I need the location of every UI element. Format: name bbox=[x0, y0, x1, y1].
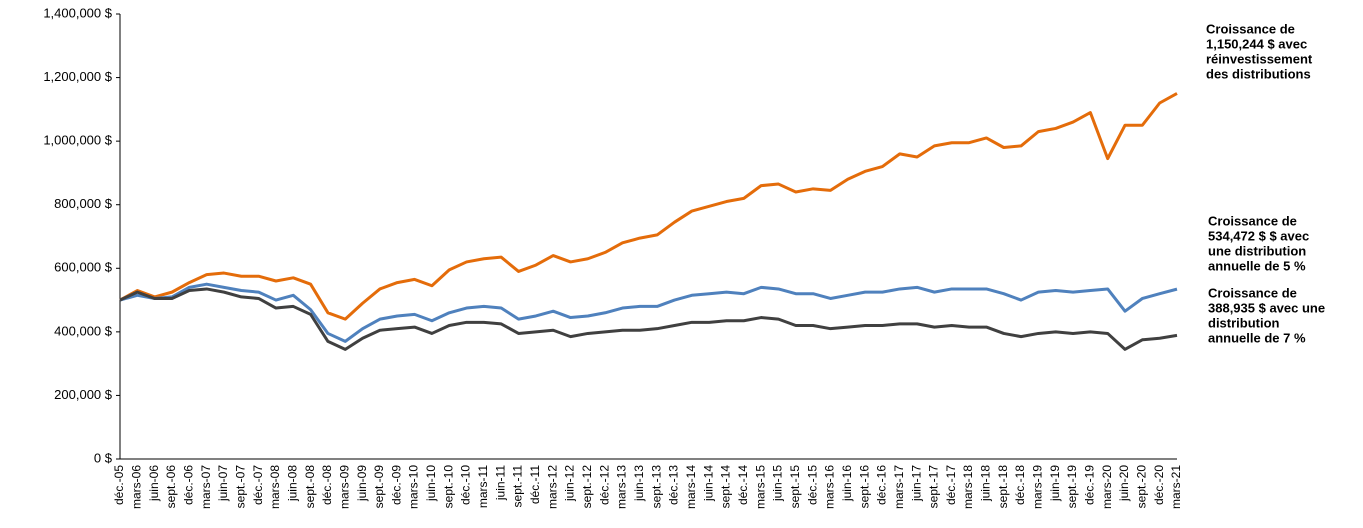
x-tick-label: juin-07 bbox=[216, 465, 230, 502]
x-tick-label: mars-13 bbox=[615, 465, 629, 509]
x-tick-label: déc.-15 bbox=[805, 465, 819, 505]
annotation: 1,150,244 $ avec bbox=[1206, 36, 1307, 51]
x-tick-label: déc.-06 bbox=[181, 465, 195, 505]
annotation: 534,472 $ $ avec bbox=[1208, 228, 1309, 243]
x-tick-label: juin-08 bbox=[285, 465, 299, 502]
x-tick-label: sept.-16 bbox=[857, 465, 871, 509]
x-tick-label: déc.-11 bbox=[528, 465, 542, 504]
x-tick-label: sept.-18 bbox=[996, 465, 1010, 509]
series-line bbox=[119, 287, 1178, 351]
x-tick-label: déc.-19 bbox=[1083, 465, 1097, 505]
x-tick-label: sept.-19 bbox=[1065, 465, 1079, 509]
y-tick-label: 1,000,000 $ bbox=[43, 133, 112, 148]
x-tick-label: juin-11 bbox=[493, 465, 507, 501]
x-tick-label: mars-20 bbox=[1100, 465, 1114, 509]
x-tick-label: déc.-14 bbox=[736, 465, 750, 505]
x-tick-label: sept.-09 bbox=[372, 465, 386, 509]
x-tick-label: sept.-10 bbox=[441, 465, 455, 509]
annotation: Croissance de bbox=[1208, 285, 1297, 300]
x-tick-label: juin-15 bbox=[771, 465, 785, 502]
x-tick-label: sept.-11 bbox=[511, 465, 525, 508]
x-tick-label: mars-09 bbox=[337, 465, 351, 509]
x-tick-label: sept.-08 bbox=[303, 465, 317, 509]
x-tick-label: mars-08 bbox=[268, 465, 282, 509]
x-tick-label: sept.-07 bbox=[233, 465, 247, 509]
annotation: annuelle de 7 % bbox=[1208, 330, 1306, 345]
x-tick-label: juin-16 bbox=[840, 465, 854, 502]
x-tick-label: sept.-20 bbox=[1135, 465, 1149, 509]
x-tick-label: déc.-09 bbox=[389, 465, 403, 505]
series-line bbox=[119, 282, 1178, 343]
annotation: Croissance de bbox=[1208, 213, 1297, 228]
annotation: réinvestissement bbox=[1206, 51, 1313, 66]
series-line bbox=[119, 92, 1178, 321]
x-tick-label: déc.-17 bbox=[944, 465, 958, 505]
y-tick-label: 0 $ bbox=[94, 450, 113, 465]
x-tick-label: sept.-14 bbox=[719, 465, 733, 509]
x-tick-label: déc.-12 bbox=[597, 465, 611, 505]
annotation: des distributions bbox=[1206, 66, 1311, 81]
x-tick-label: sept.-06 bbox=[164, 465, 178, 509]
x-tick-label: déc.-10 bbox=[459, 465, 473, 505]
x-tick-label: mars-18 bbox=[961, 465, 975, 509]
x-tick-label: juin-09 bbox=[355, 465, 369, 502]
x-tick-label: juin-19 bbox=[1048, 465, 1062, 502]
x-tick-label: déc.-07 bbox=[251, 465, 265, 505]
x-tick-label: mars-16 bbox=[823, 465, 837, 509]
annotation: une distribution bbox=[1208, 243, 1306, 258]
x-tick-label: mars-07 bbox=[199, 465, 213, 509]
x-tick-label: sept.-15 bbox=[788, 465, 802, 509]
x-tick-label: déc.-16 bbox=[875, 465, 889, 505]
x-tick-label: mars-14 bbox=[684, 465, 698, 509]
x-tick-label: juin-06 bbox=[147, 465, 161, 502]
x-tick-label: juin-13 bbox=[632, 465, 646, 502]
x-tick-label: juin-10 bbox=[424, 465, 438, 502]
annotation: annuelle de 5 % bbox=[1208, 258, 1306, 273]
y-tick-label: 1,400,000 $ bbox=[43, 5, 112, 20]
x-tick-label: déc.-05 bbox=[112, 465, 126, 505]
x-tick-label: mars-10 bbox=[407, 465, 421, 509]
x-tick-label: mars-19 bbox=[1031, 465, 1045, 509]
x-tick-label: sept.-13 bbox=[649, 465, 663, 509]
x-tick-label: mars-12 bbox=[545, 465, 559, 509]
x-tick-label: sept.-12 bbox=[580, 465, 594, 509]
x-tick-label: juin-18 bbox=[979, 465, 993, 502]
x-tick-label: mars-17 bbox=[892, 465, 906, 509]
x-tick-label: déc.-13 bbox=[667, 465, 681, 505]
y-tick-label: 600,000 $ bbox=[54, 260, 113, 275]
x-tick-label: juin-12 bbox=[563, 465, 577, 502]
x-tick-label: mars-06 bbox=[129, 465, 143, 509]
x-tick-label: juin-20 bbox=[1117, 465, 1131, 502]
x-tick-label: déc.-08 bbox=[320, 465, 334, 505]
x-tick-label: sept.-17 bbox=[927, 465, 941, 509]
y-tick-label: 200,000 $ bbox=[54, 387, 113, 402]
annotation: distribution bbox=[1208, 315, 1280, 330]
y-tick-label: 400,000 $ bbox=[54, 323, 113, 338]
y-tick-label: 1,200,000 $ bbox=[43, 69, 112, 84]
y-tick-label: 800,000 $ bbox=[54, 196, 113, 211]
annotation: Croissance de bbox=[1206, 21, 1295, 36]
x-tick-label: juin-17 bbox=[909, 465, 923, 502]
x-tick-label: déc.-20 bbox=[1152, 465, 1166, 505]
annotation: 388,935 $ avec une bbox=[1208, 300, 1325, 315]
x-tick-label: juin-14 bbox=[701, 465, 715, 502]
x-tick-label: mars-21 bbox=[1169, 465, 1183, 509]
x-tick-label: mars-15 bbox=[753, 465, 767, 509]
x-tick-label: déc.-18 bbox=[1013, 465, 1027, 505]
x-tick-label: mars-11 bbox=[476, 465, 490, 508]
